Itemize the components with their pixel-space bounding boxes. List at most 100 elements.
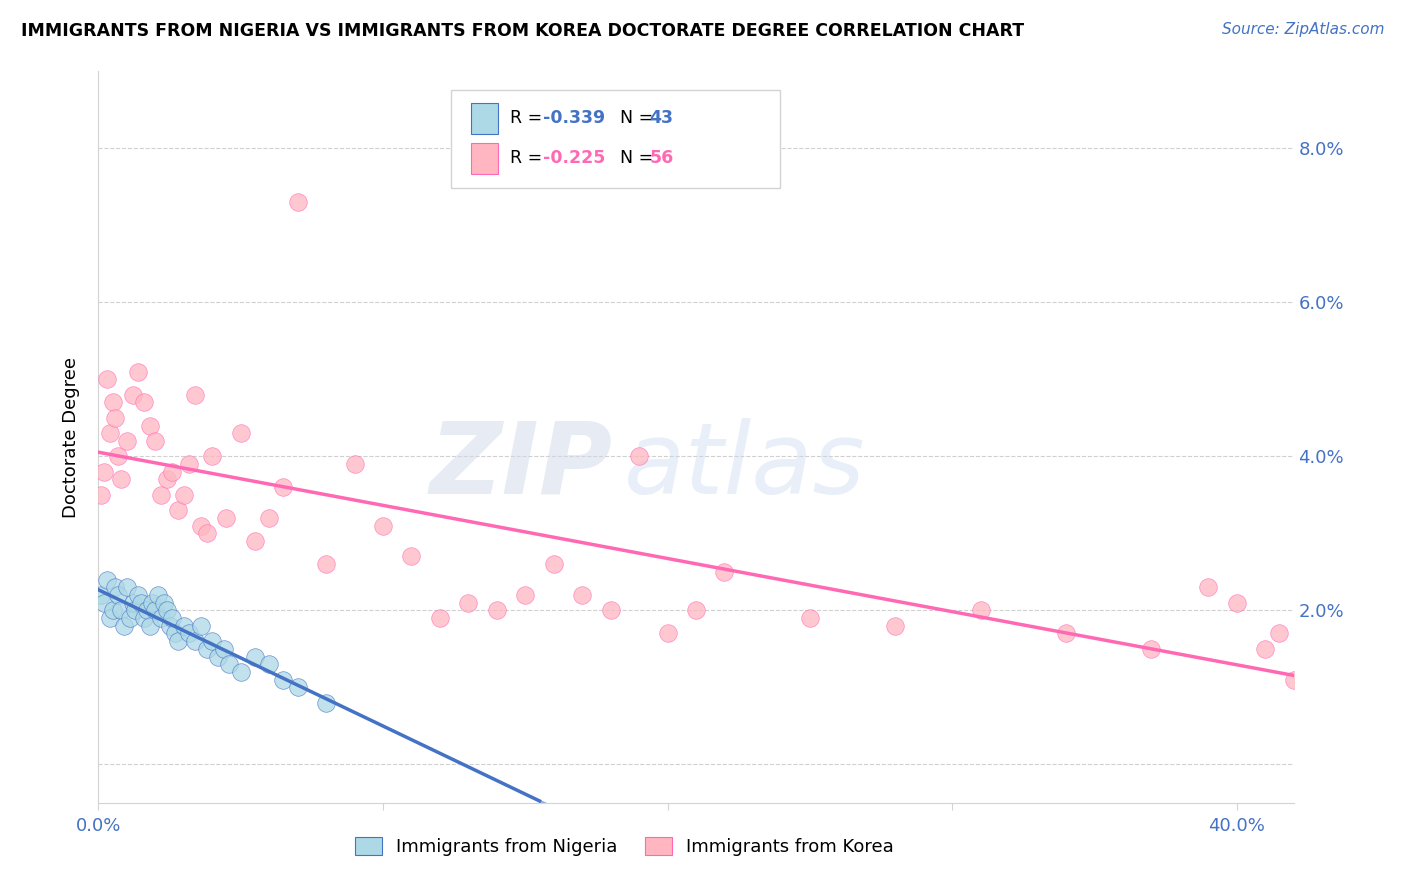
Point	[112, 618, 135, 632]
Point	[93, 465, 115, 479]
Point	[457, 596, 479, 610]
Point	[287, 195, 309, 210]
Point	[201, 450, 224, 464]
Point	[127, 588, 149, 602]
Point	[1282, 673, 1305, 687]
Point	[1226, 596, 1249, 610]
Point	[1268, 626, 1291, 640]
FancyBboxPatch shape	[471, 103, 498, 134]
Point	[135, 603, 157, 617]
Point	[138, 418, 160, 433]
Text: N =: N =	[609, 149, 658, 168]
Point	[571, 588, 593, 602]
Point	[287, 681, 309, 695]
Point	[218, 657, 240, 672]
Point	[401, 549, 423, 564]
Text: IMMIGRANTS FROM NIGERIA VS IMMIGRANTS FROM KOREA DOCTORATE DEGREE CORRELATION CH: IMMIGRANTS FROM NIGERIA VS IMMIGRANTS FR…	[21, 22, 1024, 40]
Point	[101, 395, 124, 409]
Point	[1140, 641, 1163, 656]
Text: Source: ZipAtlas.com: Source: ZipAtlas.com	[1222, 22, 1385, 37]
Point	[628, 450, 651, 464]
Point	[429, 611, 451, 625]
Point	[884, 618, 907, 632]
Y-axis label: Doctorate Degree: Doctorate Degree	[62, 357, 80, 517]
Point	[1296, 657, 1319, 672]
Point	[104, 410, 127, 425]
Point	[159, 618, 181, 632]
Point	[201, 634, 224, 648]
Point	[179, 626, 201, 640]
Point	[141, 596, 163, 610]
Point	[243, 534, 266, 549]
Point	[257, 657, 280, 672]
Point	[98, 611, 121, 625]
Point	[107, 588, 129, 602]
Point	[148, 588, 170, 602]
Text: -0.225: -0.225	[543, 149, 606, 168]
Point	[195, 526, 218, 541]
Point	[127, 365, 149, 379]
Point	[1197, 580, 1219, 594]
Point	[229, 426, 252, 441]
Text: -0.339: -0.339	[543, 109, 605, 128]
Point	[110, 472, 132, 486]
Point	[96, 372, 118, 386]
Point	[167, 634, 190, 648]
Point	[167, 503, 190, 517]
Point	[96, 573, 118, 587]
Point	[124, 603, 146, 617]
Point	[485, 603, 508, 617]
Point	[143, 434, 166, 448]
Point	[156, 472, 179, 486]
Point	[115, 580, 138, 594]
Point	[1054, 626, 1077, 640]
Point	[315, 696, 337, 710]
Point	[138, 618, 160, 632]
Text: 43: 43	[650, 109, 673, 128]
Point	[543, 557, 565, 571]
Point	[195, 641, 218, 656]
Point	[115, 434, 138, 448]
Point	[1254, 641, 1277, 656]
Point	[243, 649, 266, 664]
Point	[179, 457, 201, 471]
Point	[93, 596, 115, 610]
Point	[90, 588, 112, 602]
Point	[90, 488, 112, 502]
Point	[215, 511, 238, 525]
Point	[229, 665, 252, 679]
Point	[371, 518, 394, 533]
Legend: Immigrants from Nigeria, Immigrants from Korea: Immigrants from Nigeria, Immigrants from…	[347, 830, 901, 863]
Point	[162, 611, 184, 625]
Point	[118, 611, 141, 625]
Point	[515, 588, 537, 602]
Point	[257, 511, 280, 525]
Point	[190, 618, 212, 632]
Point	[184, 388, 207, 402]
Point	[207, 649, 229, 664]
FancyBboxPatch shape	[471, 143, 498, 174]
Text: atlas: atlas	[624, 417, 866, 515]
Point	[121, 388, 143, 402]
Point	[156, 603, 179, 617]
FancyBboxPatch shape	[451, 90, 780, 188]
Point	[101, 603, 124, 617]
Text: R =: R =	[509, 149, 547, 168]
Point	[129, 596, 152, 610]
Point	[107, 450, 129, 464]
Point	[121, 596, 143, 610]
Point	[162, 465, 184, 479]
Point	[343, 457, 366, 471]
Point	[165, 626, 187, 640]
Point	[132, 395, 155, 409]
Point	[969, 603, 991, 617]
Point	[150, 611, 173, 625]
Text: 56: 56	[650, 149, 673, 168]
Point	[212, 641, 235, 656]
Point	[110, 603, 132, 617]
Point	[190, 518, 212, 533]
Point	[143, 603, 166, 617]
Text: ZIP: ZIP	[429, 417, 613, 515]
Point	[153, 596, 176, 610]
Point	[657, 626, 679, 640]
